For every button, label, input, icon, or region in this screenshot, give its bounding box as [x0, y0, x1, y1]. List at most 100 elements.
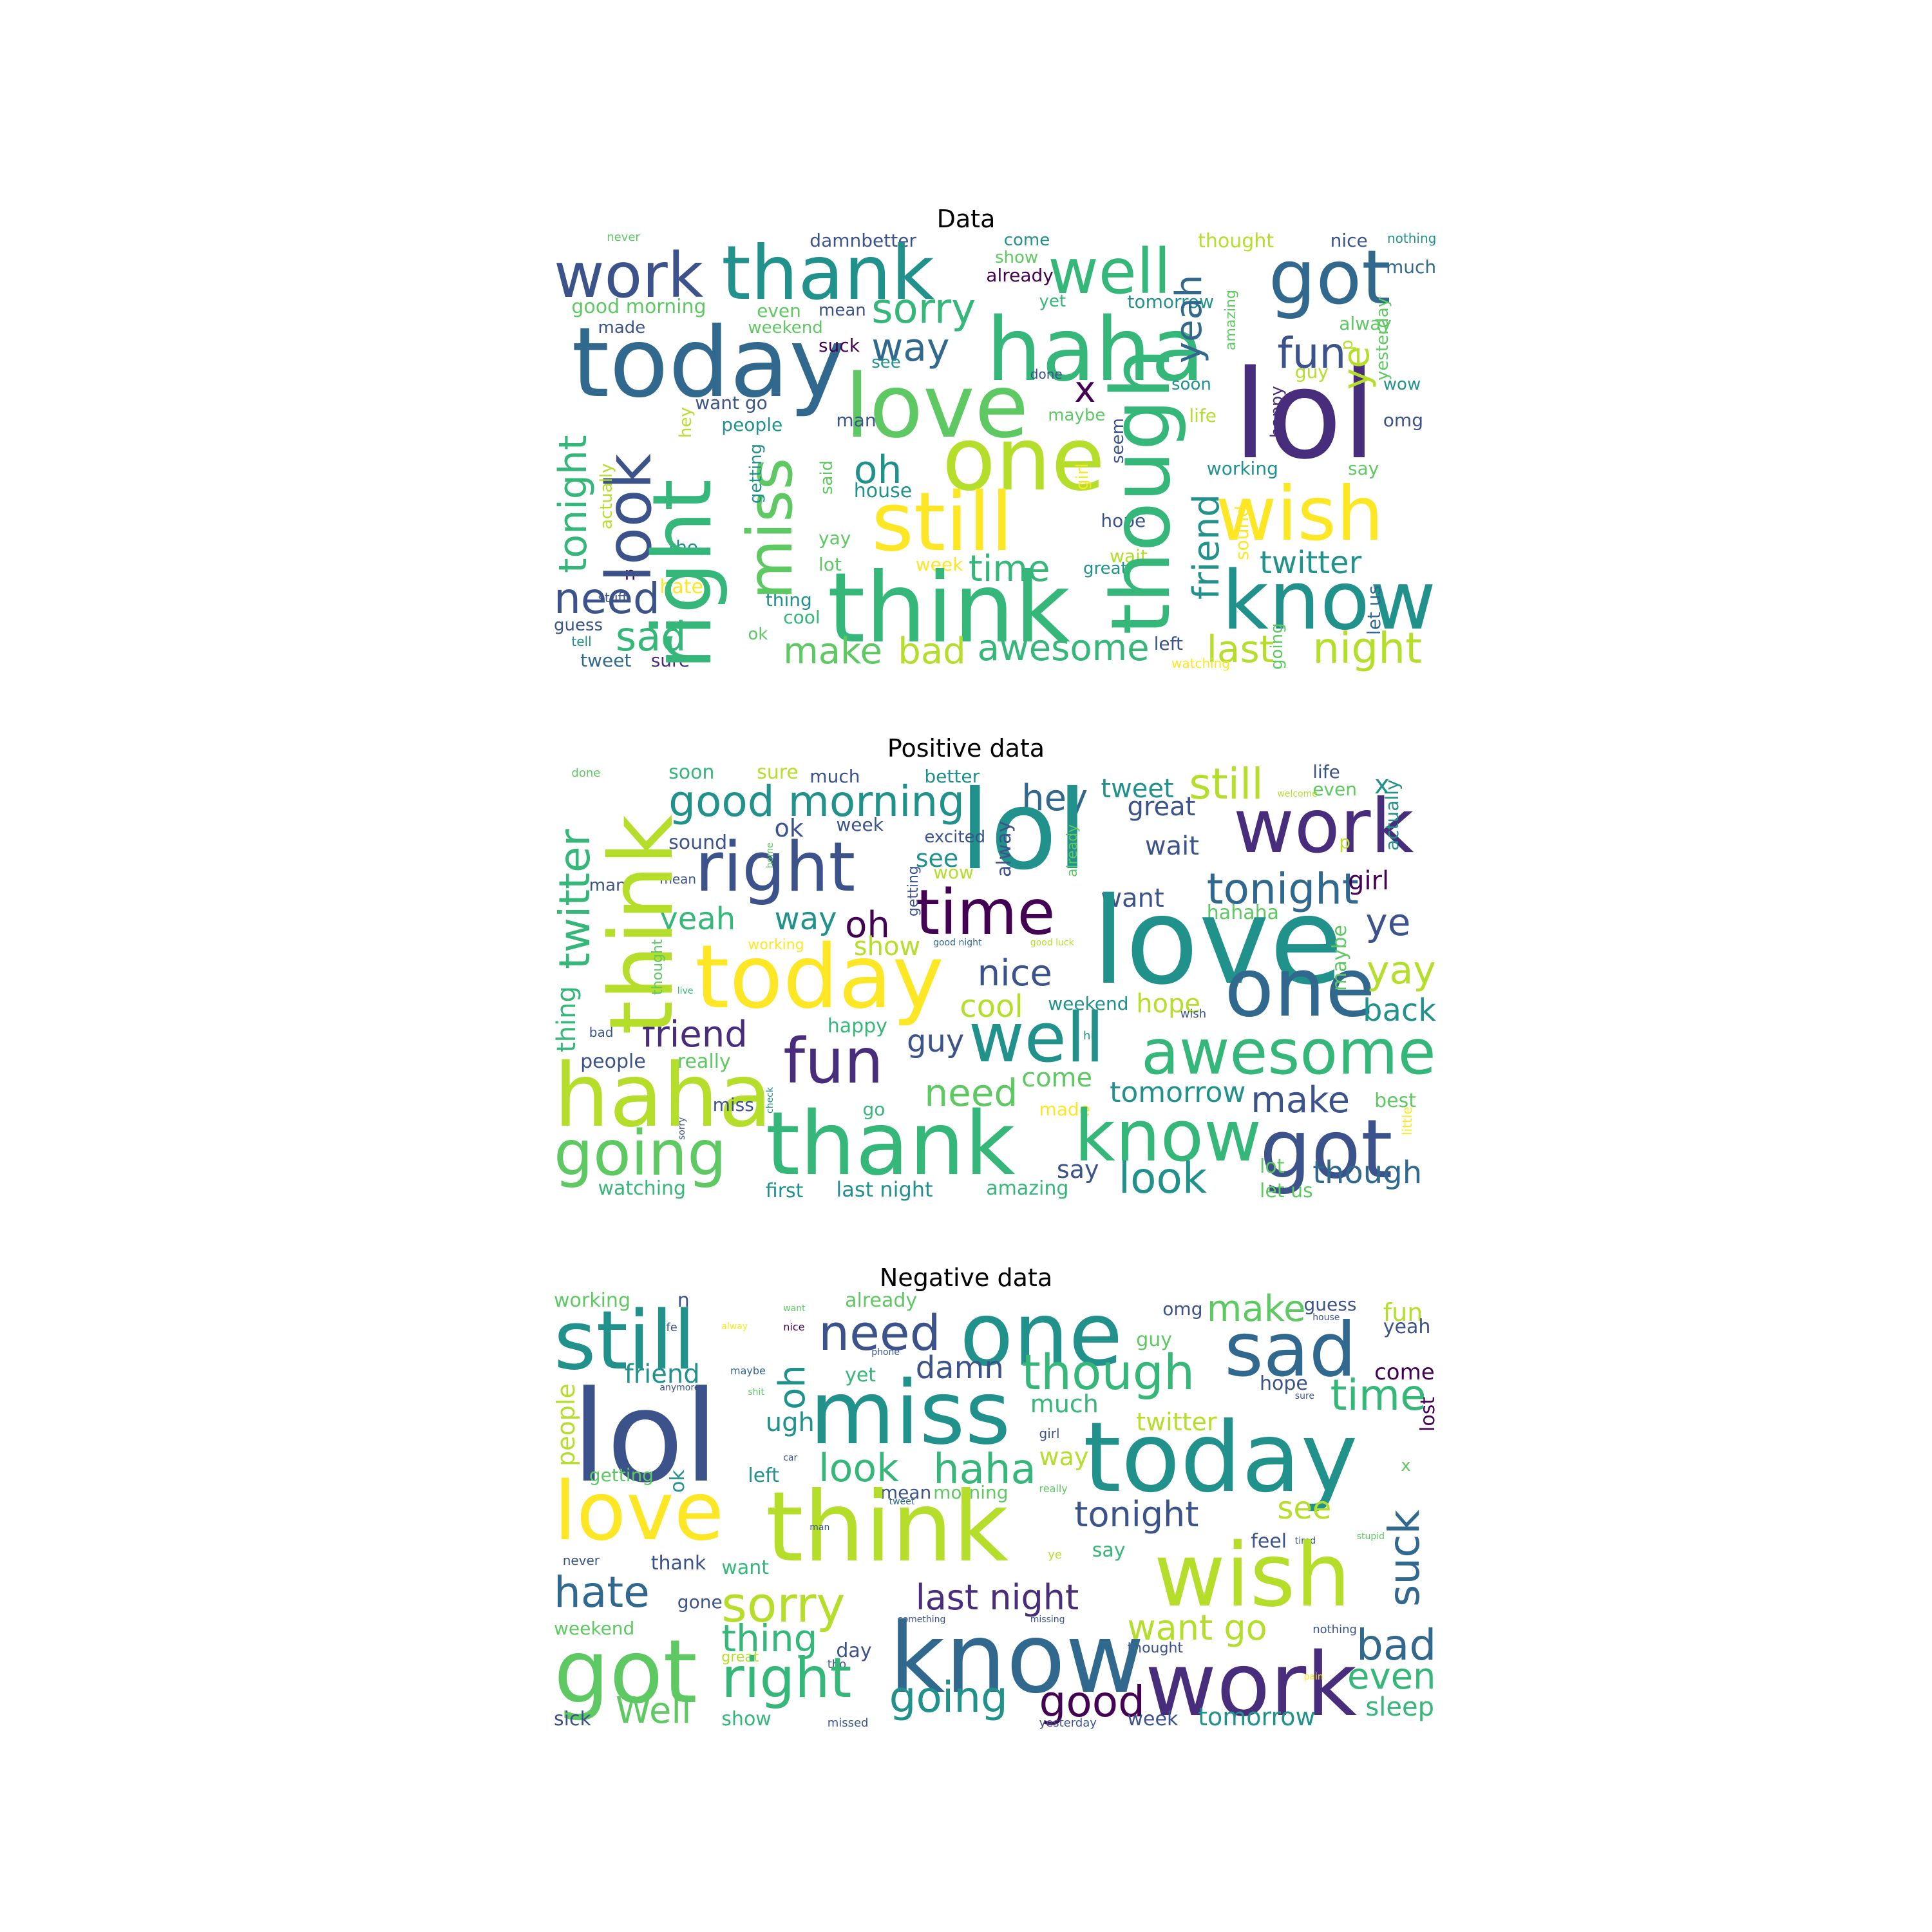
cloud-word: yay [819, 527, 851, 549]
cloud-word: said [817, 460, 837, 495]
cloud-word: watching [598, 1177, 687, 1200]
cloud-word: miss [712, 1094, 754, 1115]
cloud-word: amazing [986, 1177, 1069, 1200]
cloud-word: sleep [1365, 1692, 1434, 1722]
cloud-word: sorry [871, 285, 976, 334]
cloud-word: yay [1367, 948, 1436, 994]
cloud-word: phone [871, 1347, 900, 1358]
cloud-word: look [1118, 1153, 1208, 1203]
cloud-word: omg [1162, 1298, 1203, 1320]
cloud-word: gone [677, 1591, 723, 1613]
cloud-word: life [659, 1320, 677, 1334]
cloud-word: know [1074, 1094, 1262, 1177]
cloud-word: make [783, 630, 882, 672]
cloud-word: tweet [889, 1496, 915, 1507]
cloud-word: bad [1356, 1620, 1437, 1670]
cloud-word: going [1267, 623, 1287, 670]
cloud-word: tell [571, 633, 592, 649]
cloud-word: sure [757, 761, 799, 784]
cloud-word: make [1251, 1079, 1350, 1122]
cloud-word: want [783, 1303, 806, 1314]
cloud-word: still [554, 1293, 696, 1388]
cloud-word: yeah [1168, 274, 1210, 363]
cloud-word: man [589, 875, 627, 895]
cloud-word: done [1030, 366, 1063, 382]
cloud-word: wait [1110, 545, 1148, 567]
cloud-word: weekend [554, 1618, 635, 1639]
cloud-word: working [748, 937, 804, 953]
cloud-word: friend [1186, 494, 1228, 600]
cloud-word: p [1338, 339, 1358, 350]
word-cloud: done soon sure much better tweet still life even… [550, 761, 1436, 1203]
cloud-word: wish [1180, 1007, 1207, 1021]
panel-title: Data [936, 205, 996, 233]
cloud-word: missed [827, 1716, 869, 1730]
cloud-word: wish [1153, 1525, 1351, 1627]
cloud-word: think [765, 1472, 1009, 1584]
cloud-word: see [1277, 1490, 1332, 1526]
cloud-word: one [960, 1284, 1123, 1386]
cloud-word: ye [1336, 346, 1378, 390]
cloud-word: good [1039, 1677, 1146, 1727]
cloud-word: even [757, 299, 801, 321]
cloud-word: one [1224, 940, 1376, 1035]
cloud-word: oh [853, 448, 902, 493]
cloud-word: haha [986, 299, 1205, 401]
cloud-word: guess [554, 616, 603, 636]
cloud-word: got [554, 1621, 697, 1723]
cloud-word: bad [589, 1025, 614, 1040]
cloud-word: time [968, 548, 1050, 591]
cloud-word: girl [1039, 1425, 1060, 1441]
cloud-word: hate [554, 1567, 650, 1618]
cloud-word: yesterday [1039, 1716, 1097, 1730]
cloud-word: left [1153, 632, 1183, 654]
cloud-word: tho [827, 1658, 847, 1672]
cloud-word: last [1206, 627, 1274, 671]
cloud-word: sad [1224, 1307, 1357, 1394]
cloud-word: check [764, 1087, 775, 1113]
cloud-word: tonight [1074, 1493, 1199, 1535]
cloud-word: lol [1233, 344, 1376, 487]
cloud-word: damn [915, 1350, 1004, 1387]
cloud-word: soon [668, 761, 715, 784]
cloud-word: x [1401, 1456, 1411, 1476]
word-cloud: never damnbetter come thought nice nothing wor… [551, 230, 1436, 672]
cloud-word: know [889, 1603, 1144, 1716]
cloud-word: suck [1379, 1509, 1429, 1607]
cloud-word: sure [650, 650, 690, 671]
cloud-word: show [995, 248, 1039, 268]
cloud-word: awesome [1141, 1016, 1436, 1089]
cloud-word: say [1092, 1539, 1126, 1562]
cloud-word: maybe [1048, 406, 1106, 425]
cloud-word: friend [624, 1359, 700, 1389]
cloud-word: show [853, 932, 921, 962]
cloud-word: excited [924, 828, 986, 847]
cloud-word: wow [933, 862, 974, 884]
cloud-word: wow [1383, 375, 1421, 395]
panel-title: Positive data [887, 734, 1045, 762]
cloud-word: right [721, 1645, 852, 1710]
cloud-word: maybe [730, 1364, 766, 1377]
cloud-word: alway [721, 1321, 748, 1332]
cloud-word: good morning [571, 296, 706, 318]
cloud-word: really [1039, 1482, 1068, 1495]
cloud-word: mean [880, 1482, 932, 1504]
cloud-word: though [1021, 1343, 1195, 1401]
cloud-word: way [871, 325, 950, 370]
cloud-word: want [721, 1556, 769, 1579]
cloud-word: great [721, 1649, 759, 1665]
cloud-word: damnbetter [810, 230, 916, 251]
cloud-word: show [721, 1708, 772, 1730]
cloud-word: yet [845, 1363, 876, 1387]
cloud-word: last night [915, 1577, 1079, 1618]
cloud-word: something [898, 1615, 946, 1625]
cloud-word: working [554, 1289, 630, 1312]
cloud-word: going [554, 1117, 727, 1189]
cloud-word: alway [993, 820, 1016, 877]
cloud-word: today [695, 927, 944, 1029]
cloud-word: love [554, 1463, 724, 1558]
cloud-word: much [1030, 1390, 1099, 1419]
cloud-word: home [764, 842, 775, 869]
cloud-word: p [1339, 831, 1351, 853]
cloud-word: even [1312, 779, 1357, 800]
